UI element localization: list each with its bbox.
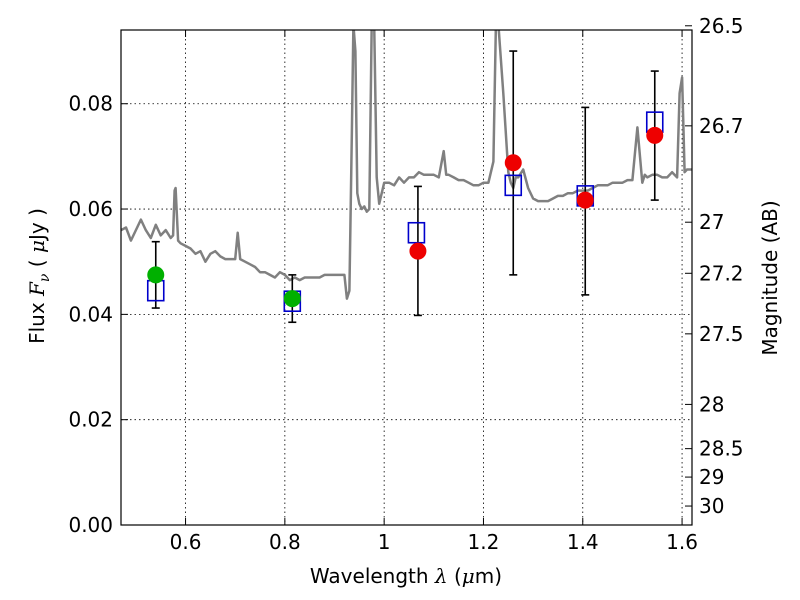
- mag-tick-label: 28.5: [699, 437, 744, 461]
- data-point-marker: [504, 154, 522, 172]
- mag-tick-label: 27: [699, 210, 724, 234]
- model-square-marker: [504, 174, 523, 197]
- plot-frame: [120, 29, 693, 526]
- mag-tick-label: 27.2: [699, 261, 744, 285]
- data-point-marker: [576, 191, 594, 209]
- x-tick-label: 1.2: [468, 530, 500, 554]
- y2-axis-title: Magnitude (AB): [758, 200, 782, 355]
- y-tick-label: 0.04: [68, 302, 113, 326]
- model-square-marker: [407, 221, 426, 244]
- spectrum-line: [121, 30, 692, 300]
- data-point-marker: [646, 126, 664, 144]
- y-tick-label: 0.02: [68, 408, 113, 432]
- y-tick-label: 0.00: [68, 513, 113, 537]
- plot-area: [121, 30, 692, 324]
- mag-tick-label: 29: [699, 465, 724, 489]
- data-point-marker: [283, 290, 301, 308]
- x-axis-title: Wavelength λ (μm): [310, 564, 502, 588]
- mag-tick-label: 26.7: [699, 114, 744, 138]
- mag-tick-label: 30: [699, 494, 724, 518]
- x-tick-label: 1.4: [567, 530, 599, 554]
- mag-tick-label: 27.5: [699, 322, 744, 346]
- x-tick-label: 1: [378, 530, 391, 554]
- data-point-marker: [147, 266, 165, 284]
- y-axis-title: Flux Fν ( μJy ): [25, 208, 53, 344]
- plot-data: [121, 30, 692, 324]
- grid-lines: [121, 30, 692, 526]
- x-tick-label: 1.6: [666, 530, 698, 554]
- axis-ticks: 0.6 0.8 1 1.2 1.4 1.6 0.00 0.02 0.04 0.06 0.08 26.5…: [68, 14, 743, 554]
- data-point-marker: [409, 242, 427, 260]
- y-tick-label: 0.06: [68, 197, 113, 221]
- x-tick-label: 0.8: [269, 530, 301, 554]
- y-tick-label: 0.08: [68, 92, 113, 116]
- mag-tick-label: 28: [699, 392, 724, 416]
- x-tick-label: 0.6: [170, 530, 202, 554]
- mag-tick-label: 26.5: [699, 14, 744, 38]
